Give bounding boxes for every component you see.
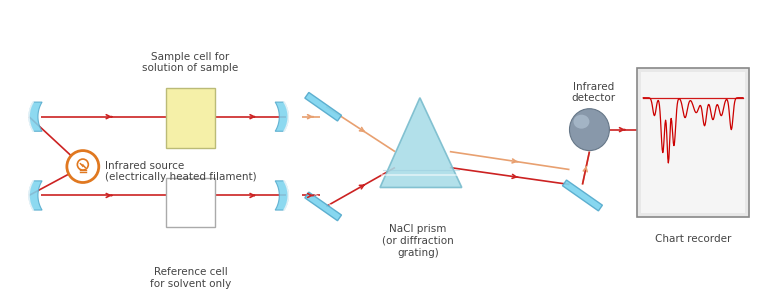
Bar: [637, 68, 749, 217]
Text: Infrared
detector: Infrared detector: [571, 82, 615, 103]
Text: Reference cell
for solvent only: Reference cell for solvent only: [150, 267, 231, 289]
Text: Chart recorder: Chart recorder: [655, 234, 731, 244]
Polygon shape: [275, 181, 288, 210]
Polygon shape: [380, 98, 462, 188]
Polygon shape: [29, 181, 42, 210]
Bar: [166, 178, 216, 227]
Bar: [641, 72, 745, 213]
Polygon shape: [562, 180, 602, 211]
Text: Infrared source
(electrically heated filament): Infrared source (electrically heated fil…: [104, 161, 257, 182]
Polygon shape: [275, 102, 288, 131]
Circle shape: [67, 150, 99, 183]
Polygon shape: [305, 92, 342, 121]
Ellipse shape: [574, 115, 589, 129]
Polygon shape: [305, 192, 342, 221]
Bar: [166, 88, 216, 148]
Ellipse shape: [570, 109, 609, 150]
Text: NaCl prism
(or diffraction
grating): NaCl prism (or diffraction grating): [382, 224, 454, 258]
Polygon shape: [29, 102, 42, 131]
Text: Sample cell for
solution of sample: Sample cell for solution of sample: [142, 52, 239, 73]
